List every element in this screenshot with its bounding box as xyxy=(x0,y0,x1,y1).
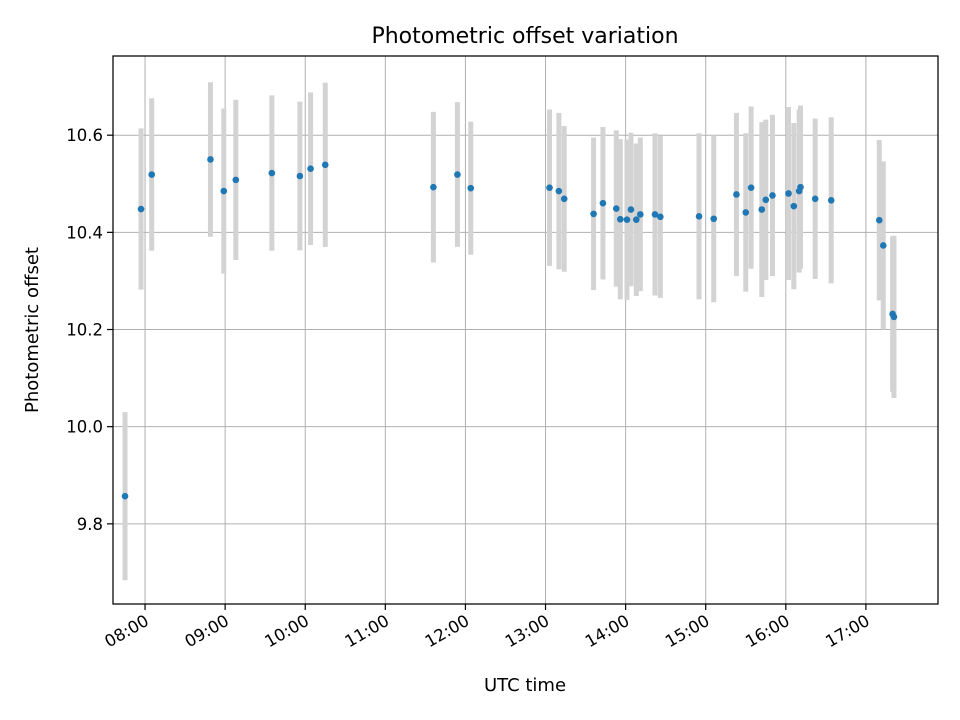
data-point xyxy=(657,213,664,221)
data-point xyxy=(555,187,563,195)
data-point xyxy=(797,183,804,191)
data-point xyxy=(590,210,597,218)
y-axis-label: Photometric offset xyxy=(22,247,43,413)
data-point xyxy=(710,215,718,223)
data-point xyxy=(733,191,740,198)
data-point xyxy=(612,205,620,212)
data-point xyxy=(296,172,304,180)
data-point xyxy=(651,211,659,218)
data-point xyxy=(137,205,145,213)
data-point xyxy=(879,242,887,249)
data-point xyxy=(430,183,437,191)
y-tick-label: 10.0 xyxy=(66,418,103,437)
data-point xyxy=(875,216,883,224)
data-point xyxy=(268,169,276,177)
data-point xyxy=(232,176,240,184)
data-point xyxy=(207,156,214,163)
data-point xyxy=(560,195,568,203)
data-point xyxy=(890,313,898,321)
y-tick-label: 10.6 xyxy=(66,126,103,145)
data-point xyxy=(616,215,624,223)
data-point xyxy=(811,195,819,203)
data-point xyxy=(769,192,776,199)
data-point xyxy=(695,213,703,220)
data-point xyxy=(546,184,553,191)
data-point xyxy=(321,161,329,169)
data-point xyxy=(148,171,156,178)
y-tick-label: 9.8 xyxy=(77,515,103,534)
data-point xyxy=(467,184,475,192)
data-point xyxy=(758,206,766,213)
data-point xyxy=(623,216,631,224)
data-point xyxy=(747,184,755,191)
data-point xyxy=(790,202,798,210)
data-point xyxy=(633,216,640,224)
data-point xyxy=(454,171,461,178)
data-points xyxy=(121,156,898,500)
x-axis-label: UTC time xyxy=(484,675,566,696)
data-point xyxy=(742,209,750,216)
chart-title: Photometric offset variation xyxy=(371,24,678,49)
data-point xyxy=(627,206,635,213)
data-point xyxy=(762,196,770,204)
y-tick-label: 10.4 xyxy=(66,223,103,242)
data-point xyxy=(220,187,228,195)
y-tick-label: 10.2 xyxy=(66,321,103,340)
data-point xyxy=(785,190,792,197)
data-point xyxy=(637,211,644,218)
data-point xyxy=(307,165,314,173)
data-point xyxy=(121,492,129,500)
data-point xyxy=(599,199,607,207)
data-point xyxy=(827,196,835,204)
